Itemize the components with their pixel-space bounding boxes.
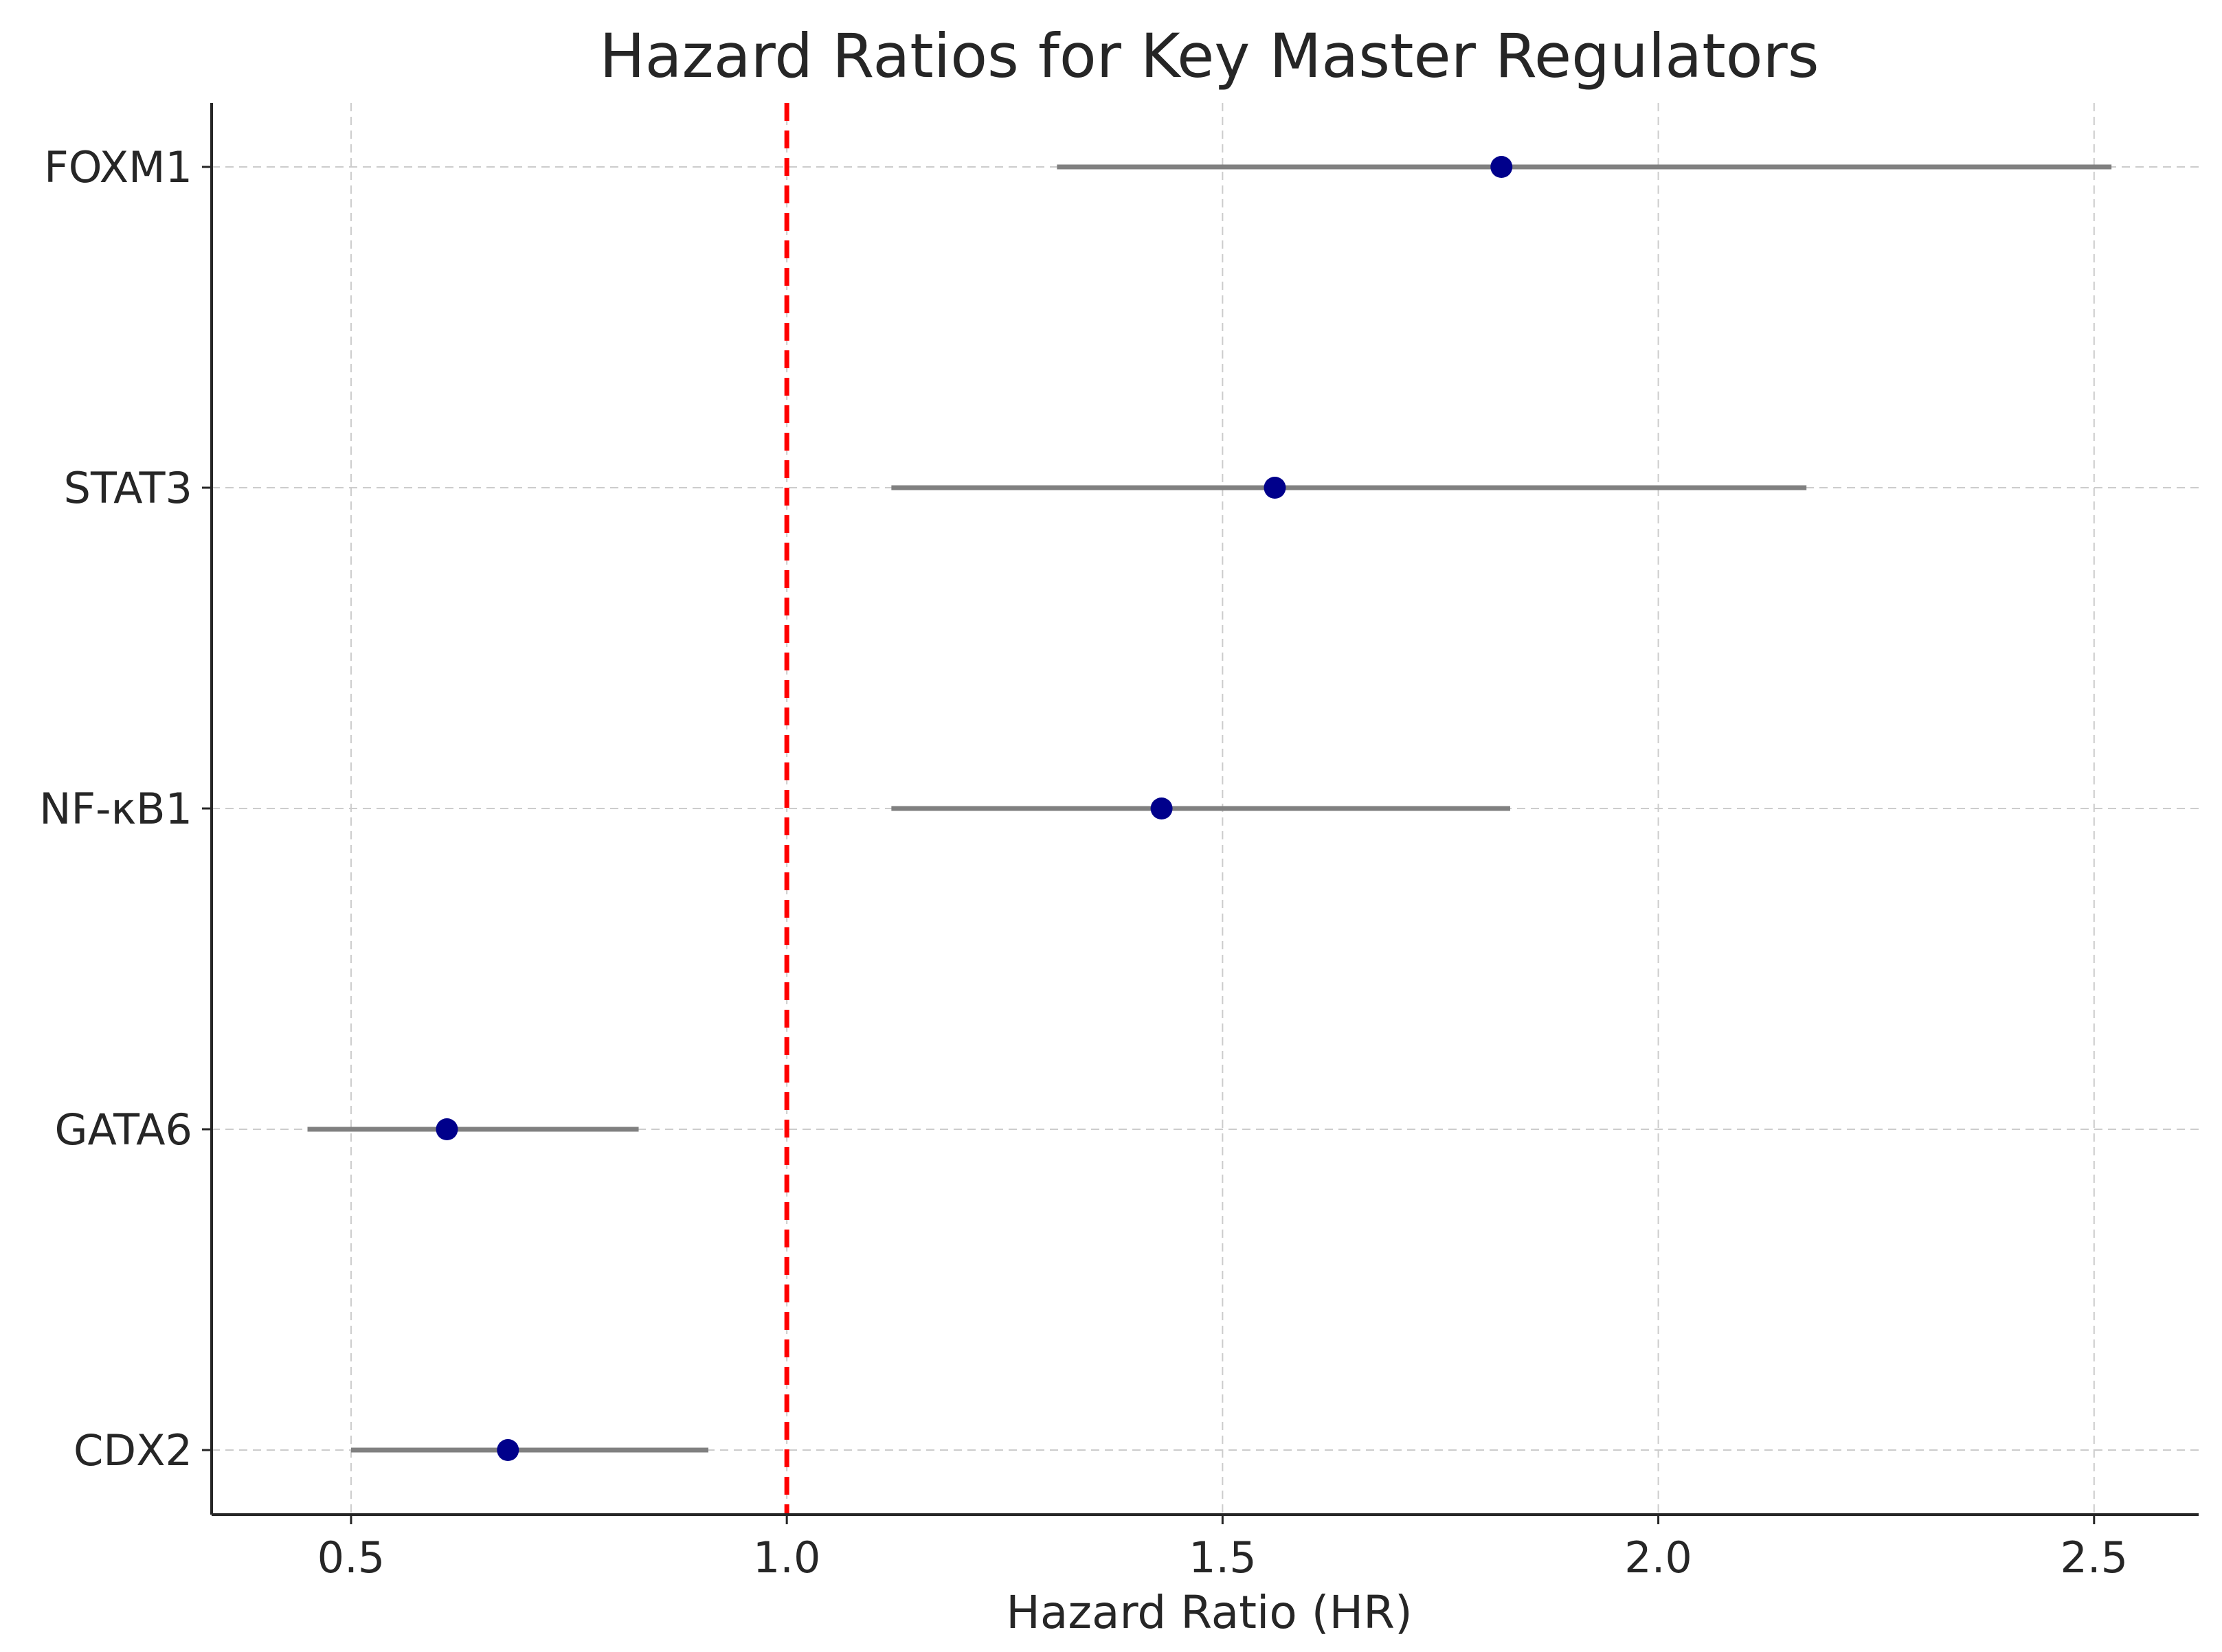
- hr-point: [1150, 797, 1173, 819]
- y-tick-label: GATA6: [54, 1105, 192, 1155]
- y-tick-label: STAT3: [64, 463, 192, 513]
- x-tick-label: 1.5: [1189, 1532, 1257, 1583]
- y-tick-label: CDX2: [74, 1425, 192, 1475]
- ci-layer: [307, 164, 2112, 1453]
- hr-point: [436, 1118, 458, 1140]
- x-axis-label: Hazard Ratio (HR): [1006, 1586, 1412, 1639]
- hr-point: [1264, 477, 1286, 499]
- x-tick-label: 1.0: [753, 1532, 821, 1583]
- chart-title: Hazard Ratios for Key Master Regulators: [599, 21, 1819, 91]
- x-tick-label: 0.5: [317, 1532, 385, 1583]
- y-tick-label: FOXM1: [44, 142, 192, 192]
- x-tick-label: 2.5: [2060, 1532, 2128, 1583]
- y-tick-label: NF-κB1: [39, 784, 192, 834]
- hr-point: [1490, 156, 1513, 178]
- x-tick-label: 2.0: [1624, 1532, 1692, 1583]
- axis-layer: 0.5 1.0 1.5 2.0 2.5 FOXM1 STAT3 NF-κB1 GATA6 CDX2: [39, 103, 2199, 1583]
- hr-point: [497, 1439, 519, 1461]
- point-layer: [436, 156, 1513, 1461]
